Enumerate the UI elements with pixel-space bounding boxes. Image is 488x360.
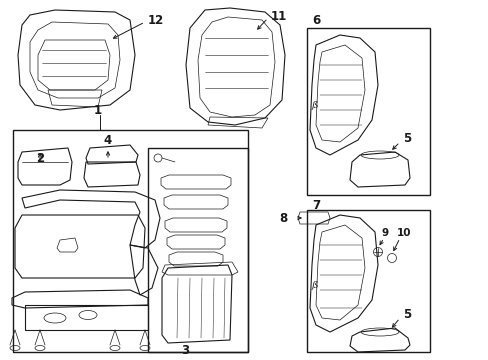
Text: 3: 3 xyxy=(181,343,189,356)
Text: ß: ß xyxy=(311,280,318,289)
Text: 8: 8 xyxy=(279,212,287,225)
Bar xyxy=(306,210,429,352)
Text: 11: 11 xyxy=(270,9,286,23)
Text: 5: 5 xyxy=(402,307,410,320)
Bar xyxy=(148,148,247,352)
Text: 10: 10 xyxy=(396,228,411,238)
Text: ß: ß xyxy=(311,100,318,109)
Bar xyxy=(13,130,247,352)
Text: 4: 4 xyxy=(103,134,112,147)
Text: 9: 9 xyxy=(381,228,388,238)
Bar xyxy=(306,28,429,195)
Text: 5: 5 xyxy=(402,131,410,144)
Text: 12: 12 xyxy=(148,14,164,27)
Text: 2: 2 xyxy=(36,152,44,165)
Text: 1: 1 xyxy=(94,104,102,117)
Text: 6: 6 xyxy=(311,14,320,27)
Text: 7: 7 xyxy=(311,198,320,212)
